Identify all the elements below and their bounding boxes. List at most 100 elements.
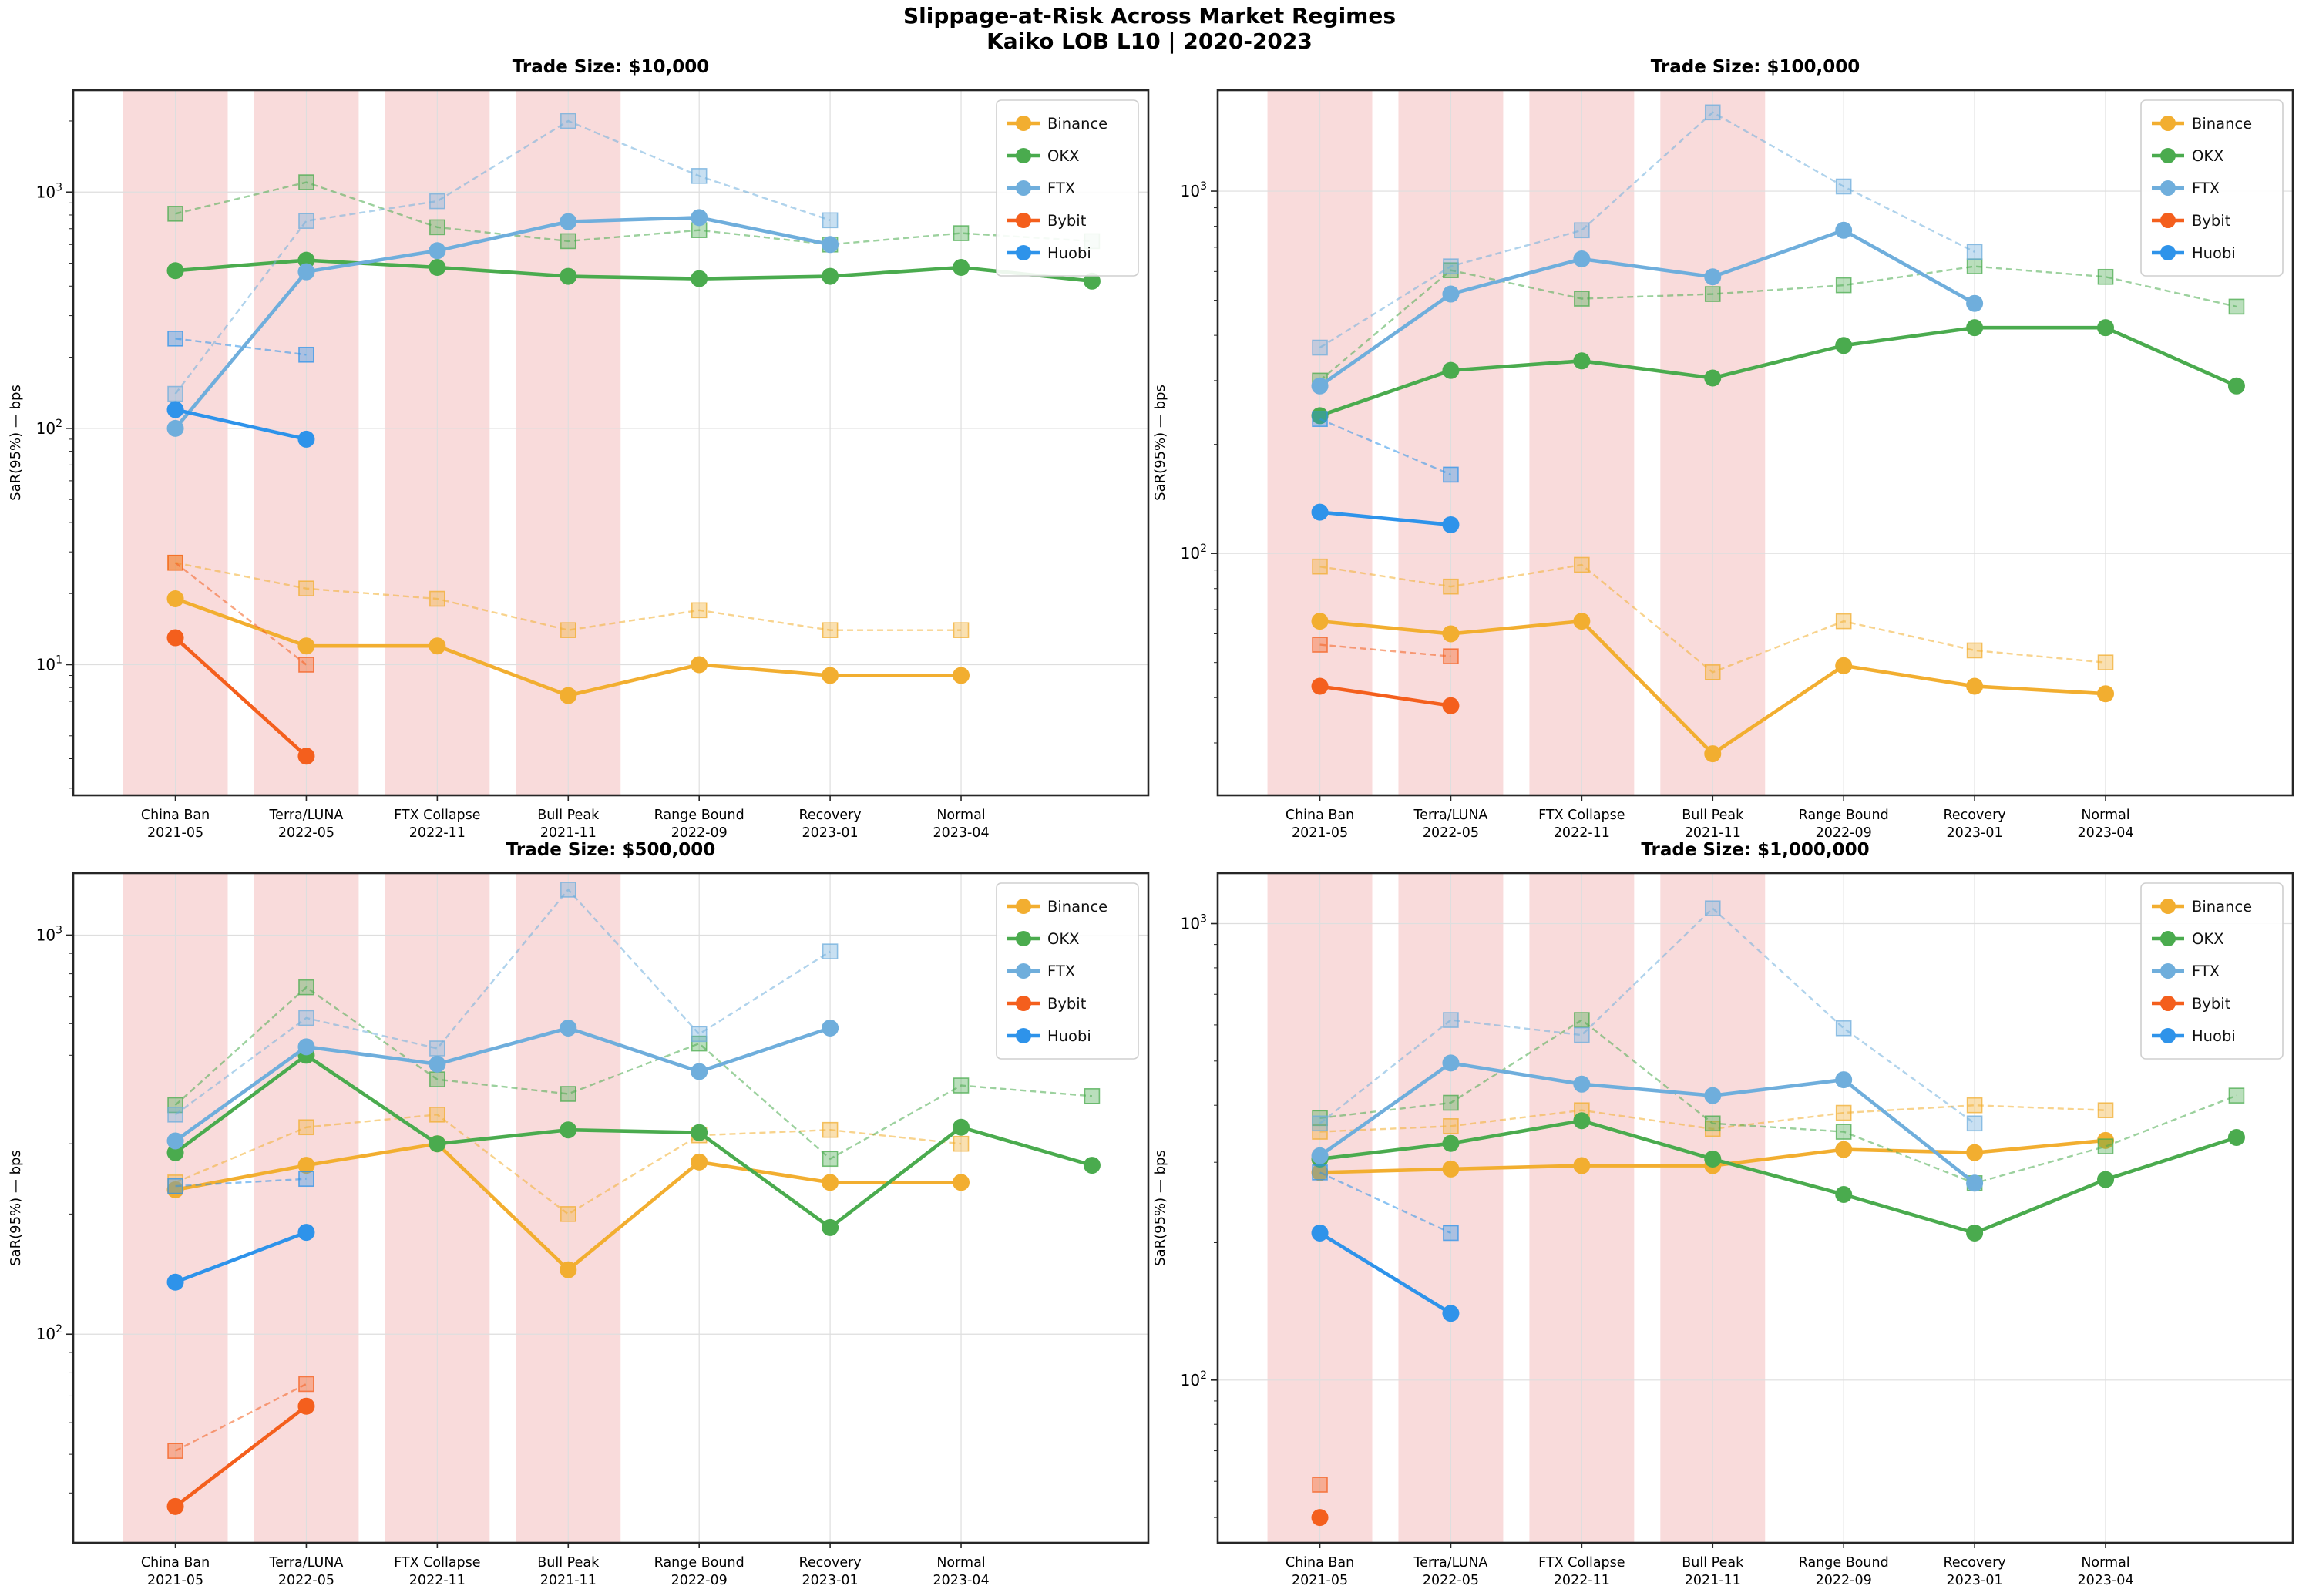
series-binance-dashed-marker bbox=[822, 1121, 839, 1138]
series-okx-dashed-line bbox=[174, 986, 1093, 1161]
legend-label-huobi: Huobi bbox=[2192, 244, 2236, 262]
x-tick-label-bull-peak: Bull Peak bbox=[1682, 1555, 1744, 1571]
legend-marker-bybit bbox=[1016, 213, 1031, 228]
series-ftx-dashed-marker bbox=[429, 1040, 445, 1057]
series-ftx-dashed-marker bbox=[1312, 1115, 1328, 1132]
series-ftx-solid-marker bbox=[297, 263, 315, 281]
series-binance-solid-marker bbox=[1966, 1144, 1984, 1161]
series-huobi-solid-marker bbox=[1311, 503, 1329, 521]
series-huobi-dashed-marker bbox=[298, 346, 314, 363]
x-tick-label-china-ban: China Ban bbox=[1286, 808, 1354, 823]
axes-spine bbox=[1216, 872, 2294, 1544]
series-okx-solid-marker bbox=[166, 262, 184, 280]
series-ftx-dashed-marker bbox=[167, 385, 183, 402]
series-binance-solid-marker bbox=[1966, 677, 1984, 695]
legend-marker-ftx bbox=[1016, 180, 1031, 196]
series-huobi-dashed-marker bbox=[1312, 411, 1328, 428]
series-okx-solid-marker bbox=[166, 1144, 184, 1161]
legend-label-huobi: Huobi bbox=[1047, 244, 1091, 262]
gridlines bbox=[1218, 873, 2293, 1543]
series-okx-dashed-marker bbox=[1574, 291, 1590, 307]
y-axis-label: SaR(95%) — bps bbox=[8, 1150, 24, 1266]
subplot-trade-size-1-000-000: 102 103 China Ban 2021-05 Terra/LUNA 2022-05 F… bbox=[1152, 872, 2294, 1588]
series-okx bbox=[166, 979, 1101, 1236]
figure-title-line2: Kaiko LOB L10 | 2020-2023 bbox=[986, 29, 1313, 54]
y-tick-label: 103 bbox=[36, 924, 62, 944]
series-binance bbox=[166, 1107, 970, 1278]
series-huobi-solid-line bbox=[174, 1230, 308, 1284]
subplot-title-trade-size-100-000: Trade Size: $100,000 bbox=[1650, 57, 1860, 77]
series-ftx-dashed-marker bbox=[1443, 1012, 1459, 1028]
legend-marker-huobi bbox=[1016, 245, 1031, 260]
x-tick-date-ftx-collapse: 2022-11 bbox=[409, 1573, 466, 1588]
legend-label-huobi: Huobi bbox=[1047, 1027, 1091, 1045]
series-okx-dashed-marker bbox=[953, 1077, 970, 1094]
series-okx-solid-marker bbox=[1704, 1150, 1722, 1168]
series-binance-dashed-marker bbox=[2097, 654, 2114, 670]
series-ftx-solid-marker bbox=[1442, 1054, 1460, 1072]
subplot-title-trade-size-500-000: Trade Size: $500,000 bbox=[506, 840, 716, 860]
y-tick-label: 103 bbox=[1181, 180, 1207, 200]
series-huobi-solid-line bbox=[1319, 510, 1451, 527]
y-axis-label: SaR(95%) — bps bbox=[1152, 385, 1168, 501]
series-binance-dashed-marker bbox=[560, 1206, 576, 1222]
series-okx-dashed-marker bbox=[1443, 1094, 1459, 1111]
series-ftx-solid-marker bbox=[1966, 1174, 1984, 1192]
y-tick-label: 102 bbox=[36, 418, 62, 438]
series-okx-dashed-marker bbox=[298, 174, 314, 190]
series-okx-dashed-marker bbox=[429, 219, 445, 236]
series-bybit-solid-line bbox=[1319, 684, 1451, 707]
series-ftx-solid-marker bbox=[166, 419, 184, 437]
axes-spine bbox=[72, 872, 1150, 1544]
legend-marker-huobi bbox=[1016, 1028, 1031, 1043]
series-ftx-dashed-marker bbox=[1966, 244, 1983, 260]
series-binance-solid-marker bbox=[1442, 625, 1460, 643]
legend-marker-okx bbox=[2160, 148, 2176, 163]
series-ftx bbox=[1311, 104, 1984, 395]
series-okx-solid-marker bbox=[822, 267, 839, 285]
series-huobi-solid-marker bbox=[1311, 1224, 1329, 1242]
series-ftx-solid-marker bbox=[429, 242, 446, 260]
y-axis: 102 103 bbox=[1181, 180, 1218, 744]
series-bybit bbox=[166, 554, 315, 765]
series-okx-dashed-marker bbox=[167, 206, 183, 222]
x-tick-label-china-ban: China Ban bbox=[141, 1555, 210, 1571]
legend-label-okx: OKX bbox=[1047, 147, 1080, 165]
series-binance-solid-marker bbox=[297, 637, 315, 655]
series-okx-dashed-marker bbox=[1966, 258, 1983, 274]
legend: Binance OKX FTX Bybit Huobi bbox=[2140, 99, 2284, 277]
x-tick-label-ftx-collapse: FTX Collapse bbox=[394, 808, 480, 823]
legend-marker-okx bbox=[2160, 931, 2176, 946]
legend-marker-huobi bbox=[2160, 1028, 2176, 1043]
series-ftx-dashed-marker bbox=[167, 1107, 183, 1123]
series-bybit-dashed-marker bbox=[298, 1376, 314, 1393]
x-tick-date-recovery: 2023-01 bbox=[1947, 825, 2003, 841]
legend-label-huobi: Huobi bbox=[2192, 1027, 2236, 1045]
series-okx-dashed-marker bbox=[953, 225, 970, 241]
series-okx-dashed-marker bbox=[1835, 1124, 1852, 1140]
series-ftx-solid-line bbox=[174, 1026, 831, 1143]
series-okx-solid-marker bbox=[1835, 1186, 1853, 1204]
series-okx-solid-marker bbox=[2097, 1171, 2115, 1188]
series-huobi-dashed-marker bbox=[167, 330, 183, 347]
legend-label-binance: Binance bbox=[1047, 898, 1107, 916]
series-okx bbox=[1311, 258, 2245, 425]
series-ftx-dashed-marker bbox=[1312, 339, 1328, 356]
x-tick-label-recovery: Recovery bbox=[799, 1555, 862, 1571]
legend-label-okx: OKX bbox=[2192, 147, 2224, 165]
y-axis: 102 103 bbox=[1181, 913, 1218, 1518]
series-ftx-solid-line bbox=[1319, 228, 1976, 388]
series-bybit-solid-marker bbox=[1311, 1509, 1329, 1527]
subplot-trade-size-10-000: 101 102 103 China Ban 2021-05 Terra/LUNA 2022-… bbox=[8, 89, 1150, 841]
series-okx-solid-marker bbox=[2097, 319, 2115, 337]
x-tick-date-normal: 2023-04 bbox=[2077, 825, 2133, 841]
series-okx-dashed-marker bbox=[429, 1071, 445, 1087]
series-huobi-dashed-marker bbox=[1443, 466, 1459, 483]
series-okx-solid-marker bbox=[1835, 337, 1853, 354]
series-binance-dashed-marker bbox=[298, 580, 314, 596]
x-tick-label-bull-peak: Bull Peak bbox=[1682, 808, 1744, 823]
series-okx-solid-marker bbox=[1573, 1112, 1591, 1130]
x-tick-date-normal: 2023-04 bbox=[933, 1573, 989, 1588]
x-tick-date-china-ban: 2021-05 bbox=[1292, 825, 1348, 841]
series-binance-dashed-marker bbox=[691, 602, 708, 619]
